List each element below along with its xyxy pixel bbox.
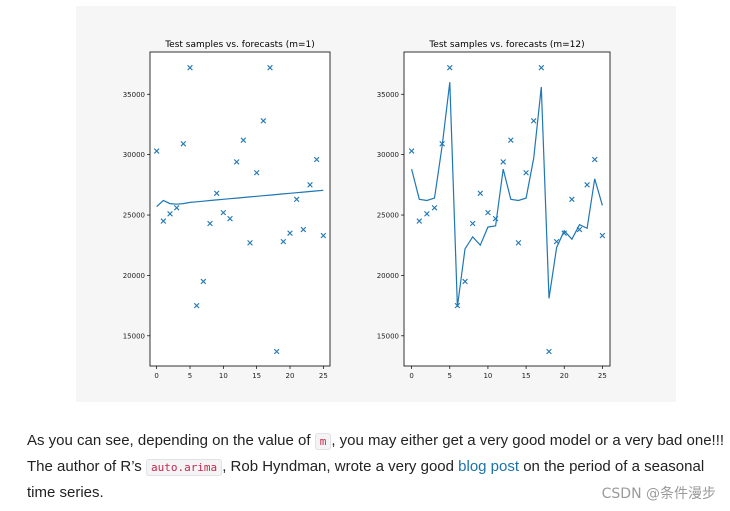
sample-point xyxy=(515,240,522,246)
forecast-line xyxy=(411,82,603,307)
inline-code-m: m xyxy=(314,433,332,450)
y-tick-label: 30000 xyxy=(123,151,145,159)
plot-frame xyxy=(403,51,611,367)
sample-point xyxy=(173,205,180,211)
sample-point xyxy=(287,230,293,236)
sample-point xyxy=(220,209,227,216)
y-tick-label: 25000 xyxy=(123,212,145,220)
x-tick-label: 20 xyxy=(560,372,569,380)
y-tick-label: 20000 xyxy=(123,272,145,280)
x-tick-label: 25 xyxy=(598,372,607,380)
sample-point xyxy=(167,211,173,217)
sample-point xyxy=(446,64,453,71)
sample-point xyxy=(538,64,545,71)
x-tick-label: 20 xyxy=(286,372,295,380)
sample-point xyxy=(462,278,468,285)
explanation-paragraph: As you can see, depending on the value o… xyxy=(27,428,727,505)
sample-point xyxy=(160,218,167,224)
sample-point xyxy=(591,156,598,163)
sample-point xyxy=(260,118,267,124)
x-tick-label: 5 xyxy=(448,372,452,380)
x-tick-label: 0 xyxy=(154,372,158,380)
text-part-1: As you can see, depending on the value o… xyxy=(27,432,315,449)
x-tick-label: 0 xyxy=(409,372,413,380)
sample-point xyxy=(213,190,220,197)
y-tick-label: 30000 xyxy=(377,151,399,159)
chart-title: Test samples vs. forecasts (m=1) xyxy=(164,40,315,50)
y-tick-label: 15000 xyxy=(123,332,145,340)
text-part-2: , you may either get a very good model o… xyxy=(27,432,725,475)
x-tick-label: 10 xyxy=(219,372,228,380)
sample-point xyxy=(416,218,423,224)
sample-point xyxy=(508,137,514,143)
sample-point xyxy=(227,215,233,222)
sample-point xyxy=(187,64,193,71)
chart-2: Test samples vs. forecasts (m=12) 0 5 10 15 2… xyxy=(377,40,611,380)
sample-point xyxy=(569,196,575,203)
x-tick-label: 25 xyxy=(319,372,328,380)
forecast-charts: Test samples vs. forecasts (m=1) 0 5 10 15 20… xyxy=(123,40,611,380)
figure-panel: Test samples vs. forecasts (m=1) 0 5 10 15 20… xyxy=(76,6,676,402)
sample-point xyxy=(200,278,207,285)
inline-code-auto-arima: auto.arima xyxy=(145,459,223,476)
sample-point xyxy=(247,240,253,246)
y-tick-label: 25000 xyxy=(377,212,399,220)
sample-point xyxy=(233,159,240,165)
sample-point xyxy=(477,190,484,197)
sample-point xyxy=(530,118,537,124)
x-tick-label: 15 xyxy=(522,372,531,380)
text-part-4: on the period of a seasonal time series. xyxy=(27,458,705,501)
x-tick-label: 10 xyxy=(483,372,492,380)
sample-point xyxy=(253,169,260,176)
sample-point xyxy=(300,226,307,233)
forecast-line xyxy=(156,189,324,208)
sample-point xyxy=(207,220,213,227)
chart-title: Test samples vs. forecasts (m=12) xyxy=(428,40,584,50)
sample-point xyxy=(500,159,506,165)
sample-point xyxy=(180,140,187,147)
sample-point xyxy=(313,156,320,163)
sample-point xyxy=(153,148,160,154)
sample-point xyxy=(320,232,327,239)
sample-point xyxy=(546,348,552,355)
chart-1: Test samples vs. forecasts (m=1) 0 5 10 15 20… xyxy=(123,40,331,380)
sample-point xyxy=(193,302,200,309)
sample-point xyxy=(280,238,287,245)
sample-point xyxy=(431,205,438,211)
sample-point xyxy=(267,64,273,71)
sample-point xyxy=(293,196,300,203)
sample-point xyxy=(408,148,415,154)
sample-point xyxy=(307,182,313,188)
sample-point xyxy=(424,211,430,217)
y-tick-label: 35000 xyxy=(377,91,399,99)
blog-post-link[interactable]: blog post xyxy=(458,458,520,475)
sample-point xyxy=(523,169,529,176)
sample-point xyxy=(469,220,476,227)
sample-point xyxy=(273,348,280,355)
plot-frame xyxy=(149,51,331,367)
sample-point xyxy=(485,209,491,216)
sample-point xyxy=(599,232,606,239)
x-tick-label: 15 xyxy=(252,372,261,380)
csdn-watermark: CSDN @条件漫步 xyxy=(601,486,716,502)
sample-point xyxy=(584,182,590,188)
y-tick-label: 35000 xyxy=(123,91,145,99)
x-tick-label: 5 xyxy=(188,372,192,380)
y-tick-label: 20000 xyxy=(377,272,399,280)
text-part-3: , Rob Hyndman, wrote a very good xyxy=(222,458,459,475)
sample-point xyxy=(240,137,247,143)
y-tick-label: 15000 xyxy=(377,332,399,340)
